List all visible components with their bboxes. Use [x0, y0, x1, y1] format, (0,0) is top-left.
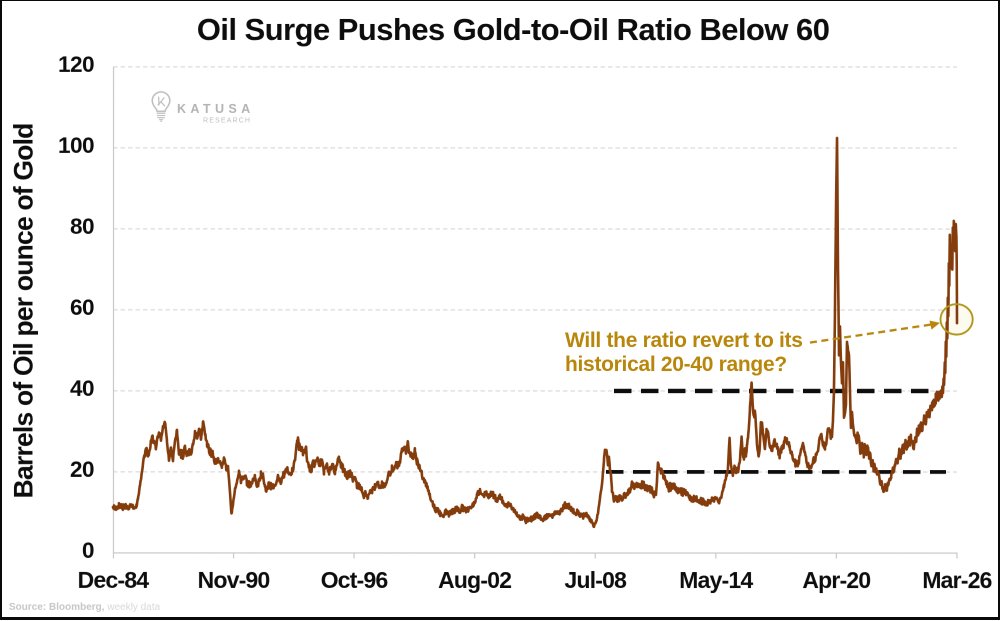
svg-text:KATUSA: KATUSA [177, 102, 255, 116]
svg-text:RESEARCH: RESEARCH [203, 117, 251, 124]
